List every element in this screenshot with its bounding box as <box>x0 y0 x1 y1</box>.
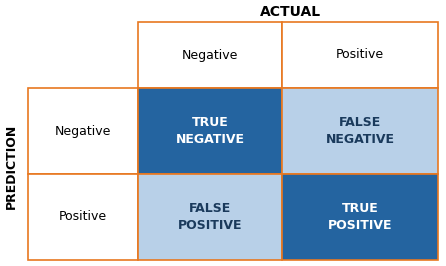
Text: Positive: Positive <box>59 210 107 223</box>
Text: PREDICTION: PREDICTION <box>4 123 17 209</box>
Text: Negative: Negative <box>182 48 238 61</box>
Text: Negative: Negative <box>55 124 111 138</box>
FancyBboxPatch shape <box>282 88 438 174</box>
Text: TRUE
NEGATIVE: TRUE NEGATIVE <box>175 116 244 146</box>
Text: ACTUAL: ACTUAL <box>260 5 321 19</box>
Text: TRUE
POSITIVE: TRUE POSITIVE <box>328 202 392 232</box>
Text: FALSE
POSITIVE: FALSE POSITIVE <box>178 202 242 232</box>
FancyBboxPatch shape <box>138 22 282 88</box>
FancyBboxPatch shape <box>282 174 438 260</box>
Text: FALSE
NEGATIVE: FALSE NEGATIVE <box>326 116 395 146</box>
FancyBboxPatch shape <box>282 22 438 88</box>
FancyBboxPatch shape <box>138 174 282 260</box>
Text: Positive: Positive <box>336 48 384 61</box>
FancyBboxPatch shape <box>28 88 138 174</box>
FancyBboxPatch shape <box>28 174 138 260</box>
FancyBboxPatch shape <box>138 88 282 174</box>
